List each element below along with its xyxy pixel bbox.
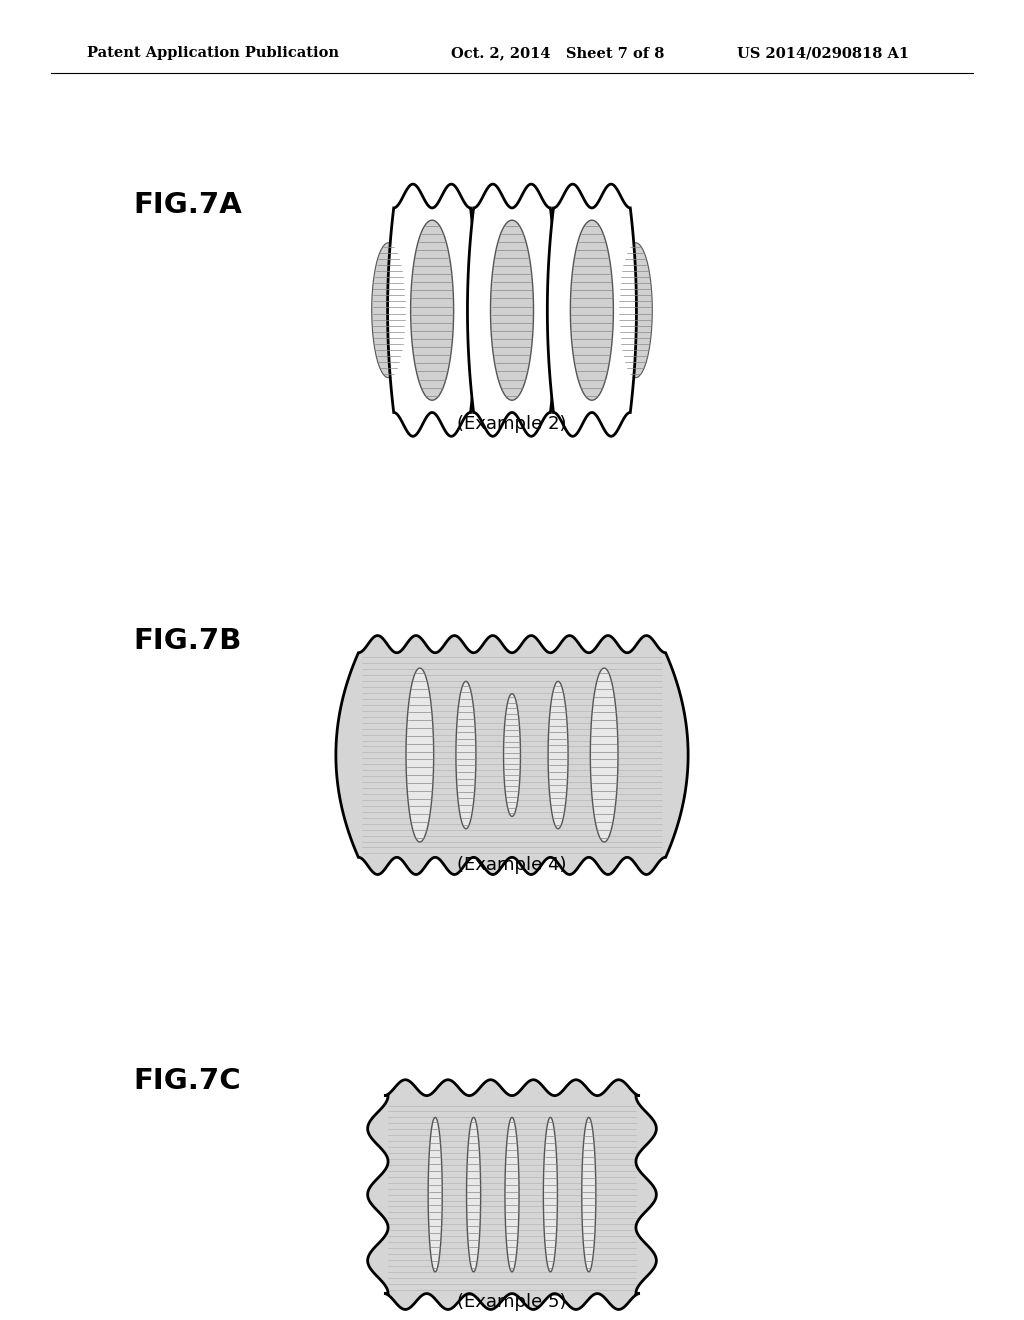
Polygon shape — [490, 220, 534, 400]
Polygon shape — [570, 220, 613, 400]
Polygon shape — [368, 1080, 656, 1309]
Polygon shape — [372, 243, 406, 378]
Polygon shape — [456, 681, 476, 829]
Text: Oct. 2, 2014   Sheet 7 of 8: Oct. 2, 2014 Sheet 7 of 8 — [451, 46, 664, 61]
Text: FIG.7B: FIG.7B — [133, 627, 242, 655]
Polygon shape — [544, 1118, 557, 1271]
Polygon shape — [618, 243, 652, 378]
Text: (Example 2): (Example 2) — [458, 414, 566, 433]
Polygon shape — [411, 220, 454, 400]
Polygon shape — [336, 636, 688, 874]
Polygon shape — [582, 1118, 596, 1271]
Polygon shape — [591, 668, 617, 842]
Text: US 2014/0290818 A1: US 2014/0290818 A1 — [737, 46, 909, 61]
Polygon shape — [388, 185, 476, 436]
Polygon shape — [504, 694, 520, 816]
Text: FIG.7A: FIG.7A — [133, 191, 242, 219]
Text: (Example 5): (Example 5) — [458, 1292, 566, 1311]
Polygon shape — [548, 185, 636, 436]
Text: FIG.7C: FIG.7C — [133, 1067, 241, 1094]
Polygon shape — [548, 681, 568, 829]
Polygon shape — [468, 185, 556, 436]
Polygon shape — [407, 668, 434, 842]
Polygon shape — [428, 1118, 442, 1271]
Text: Patent Application Publication: Patent Application Publication — [87, 46, 339, 61]
Polygon shape — [505, 1118, 519, 1271]
Polygon shape — [467, 1118, 480, 1271]
Text: (Example 4): (Example 4) — [458, 855, 566, 874]
